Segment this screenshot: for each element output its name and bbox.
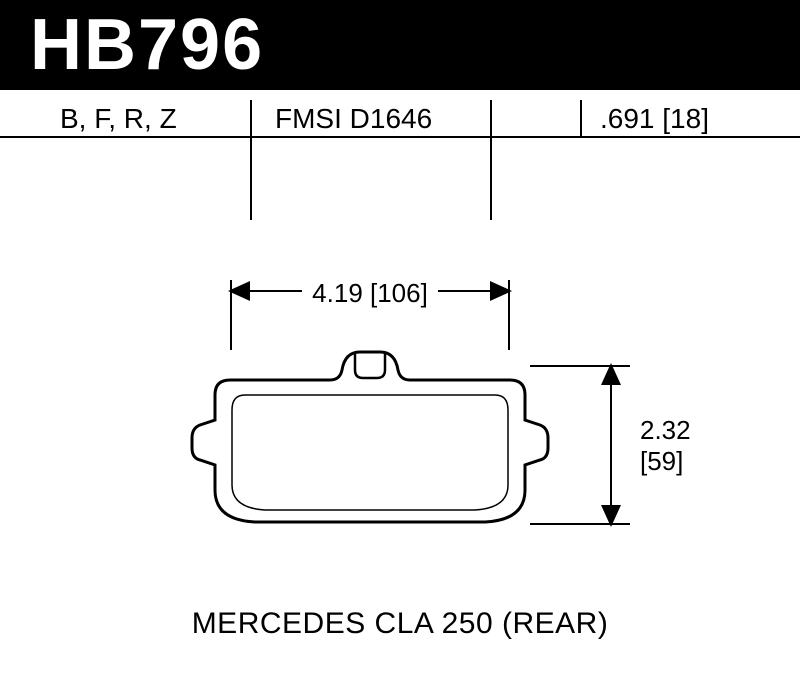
- spec-row: B, F, R, Z FMSI D1646 .691 [18]: [0, 100, 800, 138]
- arrow-up-icon: [601, 363, 621, 385]
- divider-tick: [490, 100, 492, 220]
- dimension-width: 4.19 [106]: [230, 270, 510, 310]
- pad-friction-surface: [232, 395, 508, 510]
- dimension-width-label-wrap: 4.19 [106]: [230, 278, 510, 309]
- dimension-height-mm: [59]: [640, 446, 691, 477]
- application-label: MERCEDES CLA 250 (REAR): [0, 607, 800, 641]
- spec-compounds: B, F, R, Z: [60, 100, 177, 138]
- arrow-down-icon: [601, 505, 621, 527]
- dimension-height: 2.32 [59]: [590, 365, 630, 525]
- dimension-width-label: 4.19 [106]: [302, 278, 438, 308]
- diagram-area: 4.19 [106] 2.32 [59]: [0, 260, 800, 600]
- brake-pad-icon: [190, 340, 550, 550]
- header-bar: HB796: [0, 0, 800, 90]
- dimension-height-inches: 2.32: [640, 415, 691, 446]
- dimension-line: [610, 365, 612, 525]
- divider-tick: [580, 100, 582, 138]
- spec-fmsi: FMSI D1646: [275, 100, 432, 138]
- part-number: HB796: [30, 4, 264, 86]
- spec-thickness: .691 [18]: [600, 100, 709, 138]
- dimension-height-label: 2.32 [59]: [640, 415, 691, 477]
- divider-tick: [250, 100, 252, 220]
